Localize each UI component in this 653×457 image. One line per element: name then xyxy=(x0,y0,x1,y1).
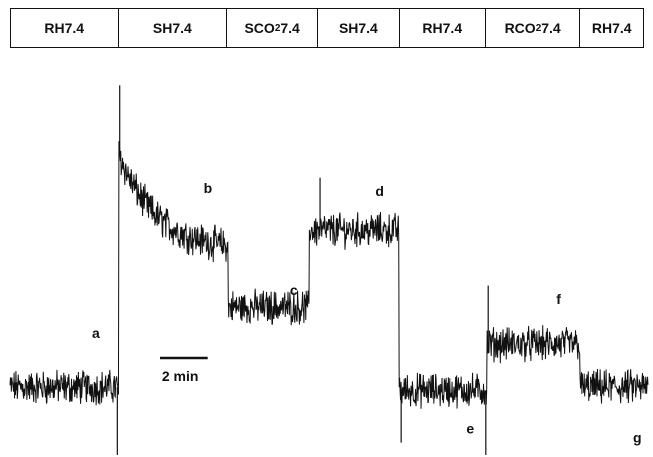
condition-segment: SCO 2 7.4 xyxy=(227,9,319,47)
signal-trace xyxy=(9,141,649,409)
condition-segment: RH7.4 xyxy=(580,9,643,47)
condition-segment-label: SCO xyxy=(244,20,275,36)
condition-segment-suffix: 7.4 xyxy=(541,20,561,36)
condition-segment-suffix: 7.4 xyxy=(280,20,300,36)
condition-segment-label: RH7.4 xyxy=(591,20,632,36)
point-label: g xyxy=(633,430,642,446)
condition-segment: RH7.4 xyxy=(400,9,486,47)
condition-segment: SH7.4 xyxy=(119,9,228,47)
condition-segment-label: RCO xyxy=(504,20,536,36)
condition-segment-label: SH7.4 xyxy=(338,20,378,36)
point-label: e xyxy=(466,420,474,436)
point-label: a xyxy=(92,325,100,341)
condition-bar: RH7.4 SH7.4 SCO 2 7.4 SH7.4 RH7.4 RCO 2 7.4 RH7.4 xyxy=(10,8,644,48)
condition-segment: RH7.4 xyxy=(11,9,119,47)
point-label: c xyxy=(290,282,298,298)
condition-segment: RCO 2 7.4 xyxy=(486,9,581,47)
condition-segment-label: RH7.4 xyxy=(422,20,463,36)
condition-segment: SH7.4 xyxy=(318,9,400,47)
point-label: b xyxy=(204,180,213,196)
scale-bar-label: 2 min xyxy=(161,368,199,384)
point-label: d xyxy=(375,183,384,199)
condition-segment-label: SH7.4 xyxy=(152,20,192,36)
condition-segment-subscript: 2 xyxy=(274,22,281,34)
condition-segment-subscript: 2 xyxy=(535,22,542,34)
condition-segment-label: RH7.4 xyxy=(44,20,85,36)
point-label: f xyxy=(556,291,561,307)
